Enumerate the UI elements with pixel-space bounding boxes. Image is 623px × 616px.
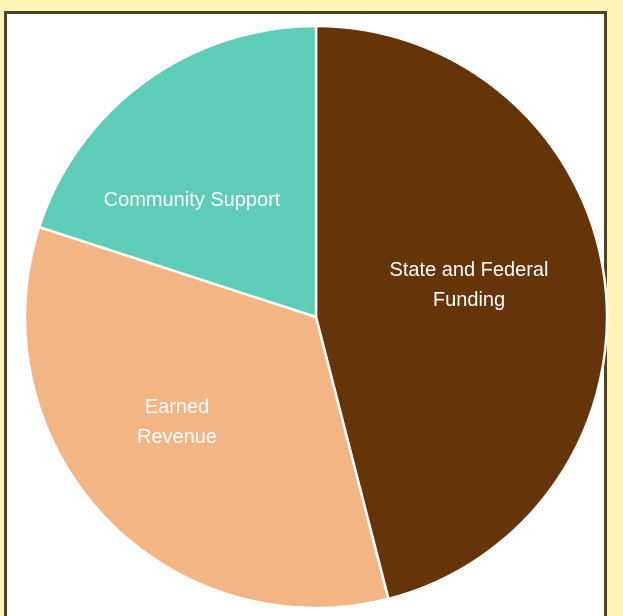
slice-label-line: Earned — [145, 396, 210, 418]
pie-slice-earned-revenue — [23, 225, 390, 610]
slice-label-earned-revenue: Earned Revenue — [137, 396, 217, 448]
pie-labels: State and Federal Funding Earned Revenue Com… — [104, 189, 549, 448]
slice-label-line: State and Federal — [390, 259, 549, 281]
pie-slices — [23, 24, 609, 610]
slice-label-line: Funding — [433, 289, 505, 311]
pie-slice-state-and-federal-funding — [314, 24, 609, 601]
slice-label-line: Revenue — [137, 426, 217, 448]
slice-label-state-and-federal-funding: State and Federal Funding — [390, 259, 549, 311]
pie-slice-community-support — [37, 24, 318, 319]
slice-label-line: Community Support — [104, 189, 281, 211]
slice-label-community-support: Community Support — [104, 189, 281, 211]
